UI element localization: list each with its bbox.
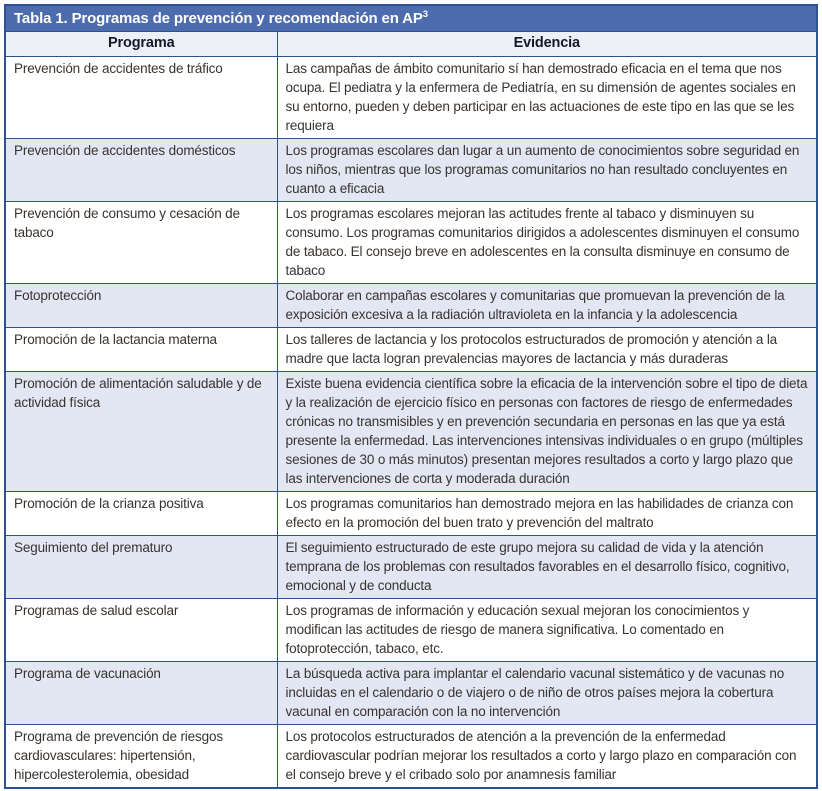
table-row: Fotoprotección Colaborar en campañas esc… [4,283,818,328]
evidencia-cell: Los programas escolares dan lugar a un a… [276,138,818,202]
evidencia-cell: Los protocolos estructurados de atención… [276,724,818,789]
programa-cell: Fotoprotección [4,283,278,328]
evidencia-cell: Existe buena evidencia científica sobre … [276,371,818,492]
evidencia-cell: Los programas escolares mejoran las acti… [276,201,818,284]
table-row: Programa de prevención de riesgos cardio… [4,724,818,789]
evidencia-cell: Los programas de información y educación… [276,598,818,662]
reference-superscript: 3 [422,9,428,20]
programa-cell: Prevención de consumo y cesación de taba… [4,201,278,284]
table-title-text: Programas de prevención y recomendación … [67,10,423,27]
programa-cell: Programa de prevención de riesgos cardio… [4,724,278,789]
column-header-row: Programa Evidencia [4,31,818,57]
table-row: Programas de salud escolar Los programas… [4,598,818,662]
evidencia-cell: La búsqueda activa para implantar el cal… [276,661,818,725]
programa-cell: Prevención de accidentes de tráfico [4,56,278,139]
programa-cell: Promoción de la crianza positiva [4,491,278,536]
table-title-prefix: Tabla 1. [14,10,68,27]
programa-cell: Programas de salud escolar [4,598,278,662]
evidencia-cell: El seguimiento estructurado de este grup… [276,535,818,599]
table-row: Prevención de accidentes domésticos Los … [4,138,818,202]
table-row: Seguimiento del prematuro El seguimiento… [4,535,818,599]
table-title: Tabla 1. Programas de prevención y recom… [4,4,818,32]
table-row: Promoción de alimentación saludable y de… [4,371,818,492]
table-row: Prevención de consumo y cesación de taba… [4,201,818,284]
programa-cell: Promoción de la lactancia materna [4,327,278,372]
table-row: Promoción de la lactancia materna Los ta… [4,327,818,372]
table-row: Programa de vacunación La búsqueda activ… [4,661,818,725]
programa-cell: Seguimiento del prematuro [4,535,278,599]
table-row: Prevención de accidentes de tráfico Las … [4,56,818,139]
table-title-bar: Tabla 1. Programas de prevención y recom… [4,4,818,32]
prevention-programs-table: Tabla 1. Programas de prevención y recom… [4,4,818,789]
evidencia-cell: Los talleres de lactancia y los protocol… [276,327,818,372]
programa-cell: Prevención de accidentes domésticos [4,138,278,202]
evidencia-cell: Las campañas de ámbito comunitario sí ha… [276,56,818,139]
evidencia-cell: Los programas comunitarios han demostrad… [276,491,818,536]
column-header-evidencia: Evidencia [276,31,818,57]
evidencia-cell: Colaborar en campañas escolares y comuni… [276,283,818,328]
column-header-programa: Programa [4,31,278,57]
table-row: Promoción de la crianza positiva Los pro… [4,491,818,536]
programa-cell: Programa de vacunación [4,661,278,725]
programa-cell: Promoción de alimentación saludable y de… [4,371,278,492]
